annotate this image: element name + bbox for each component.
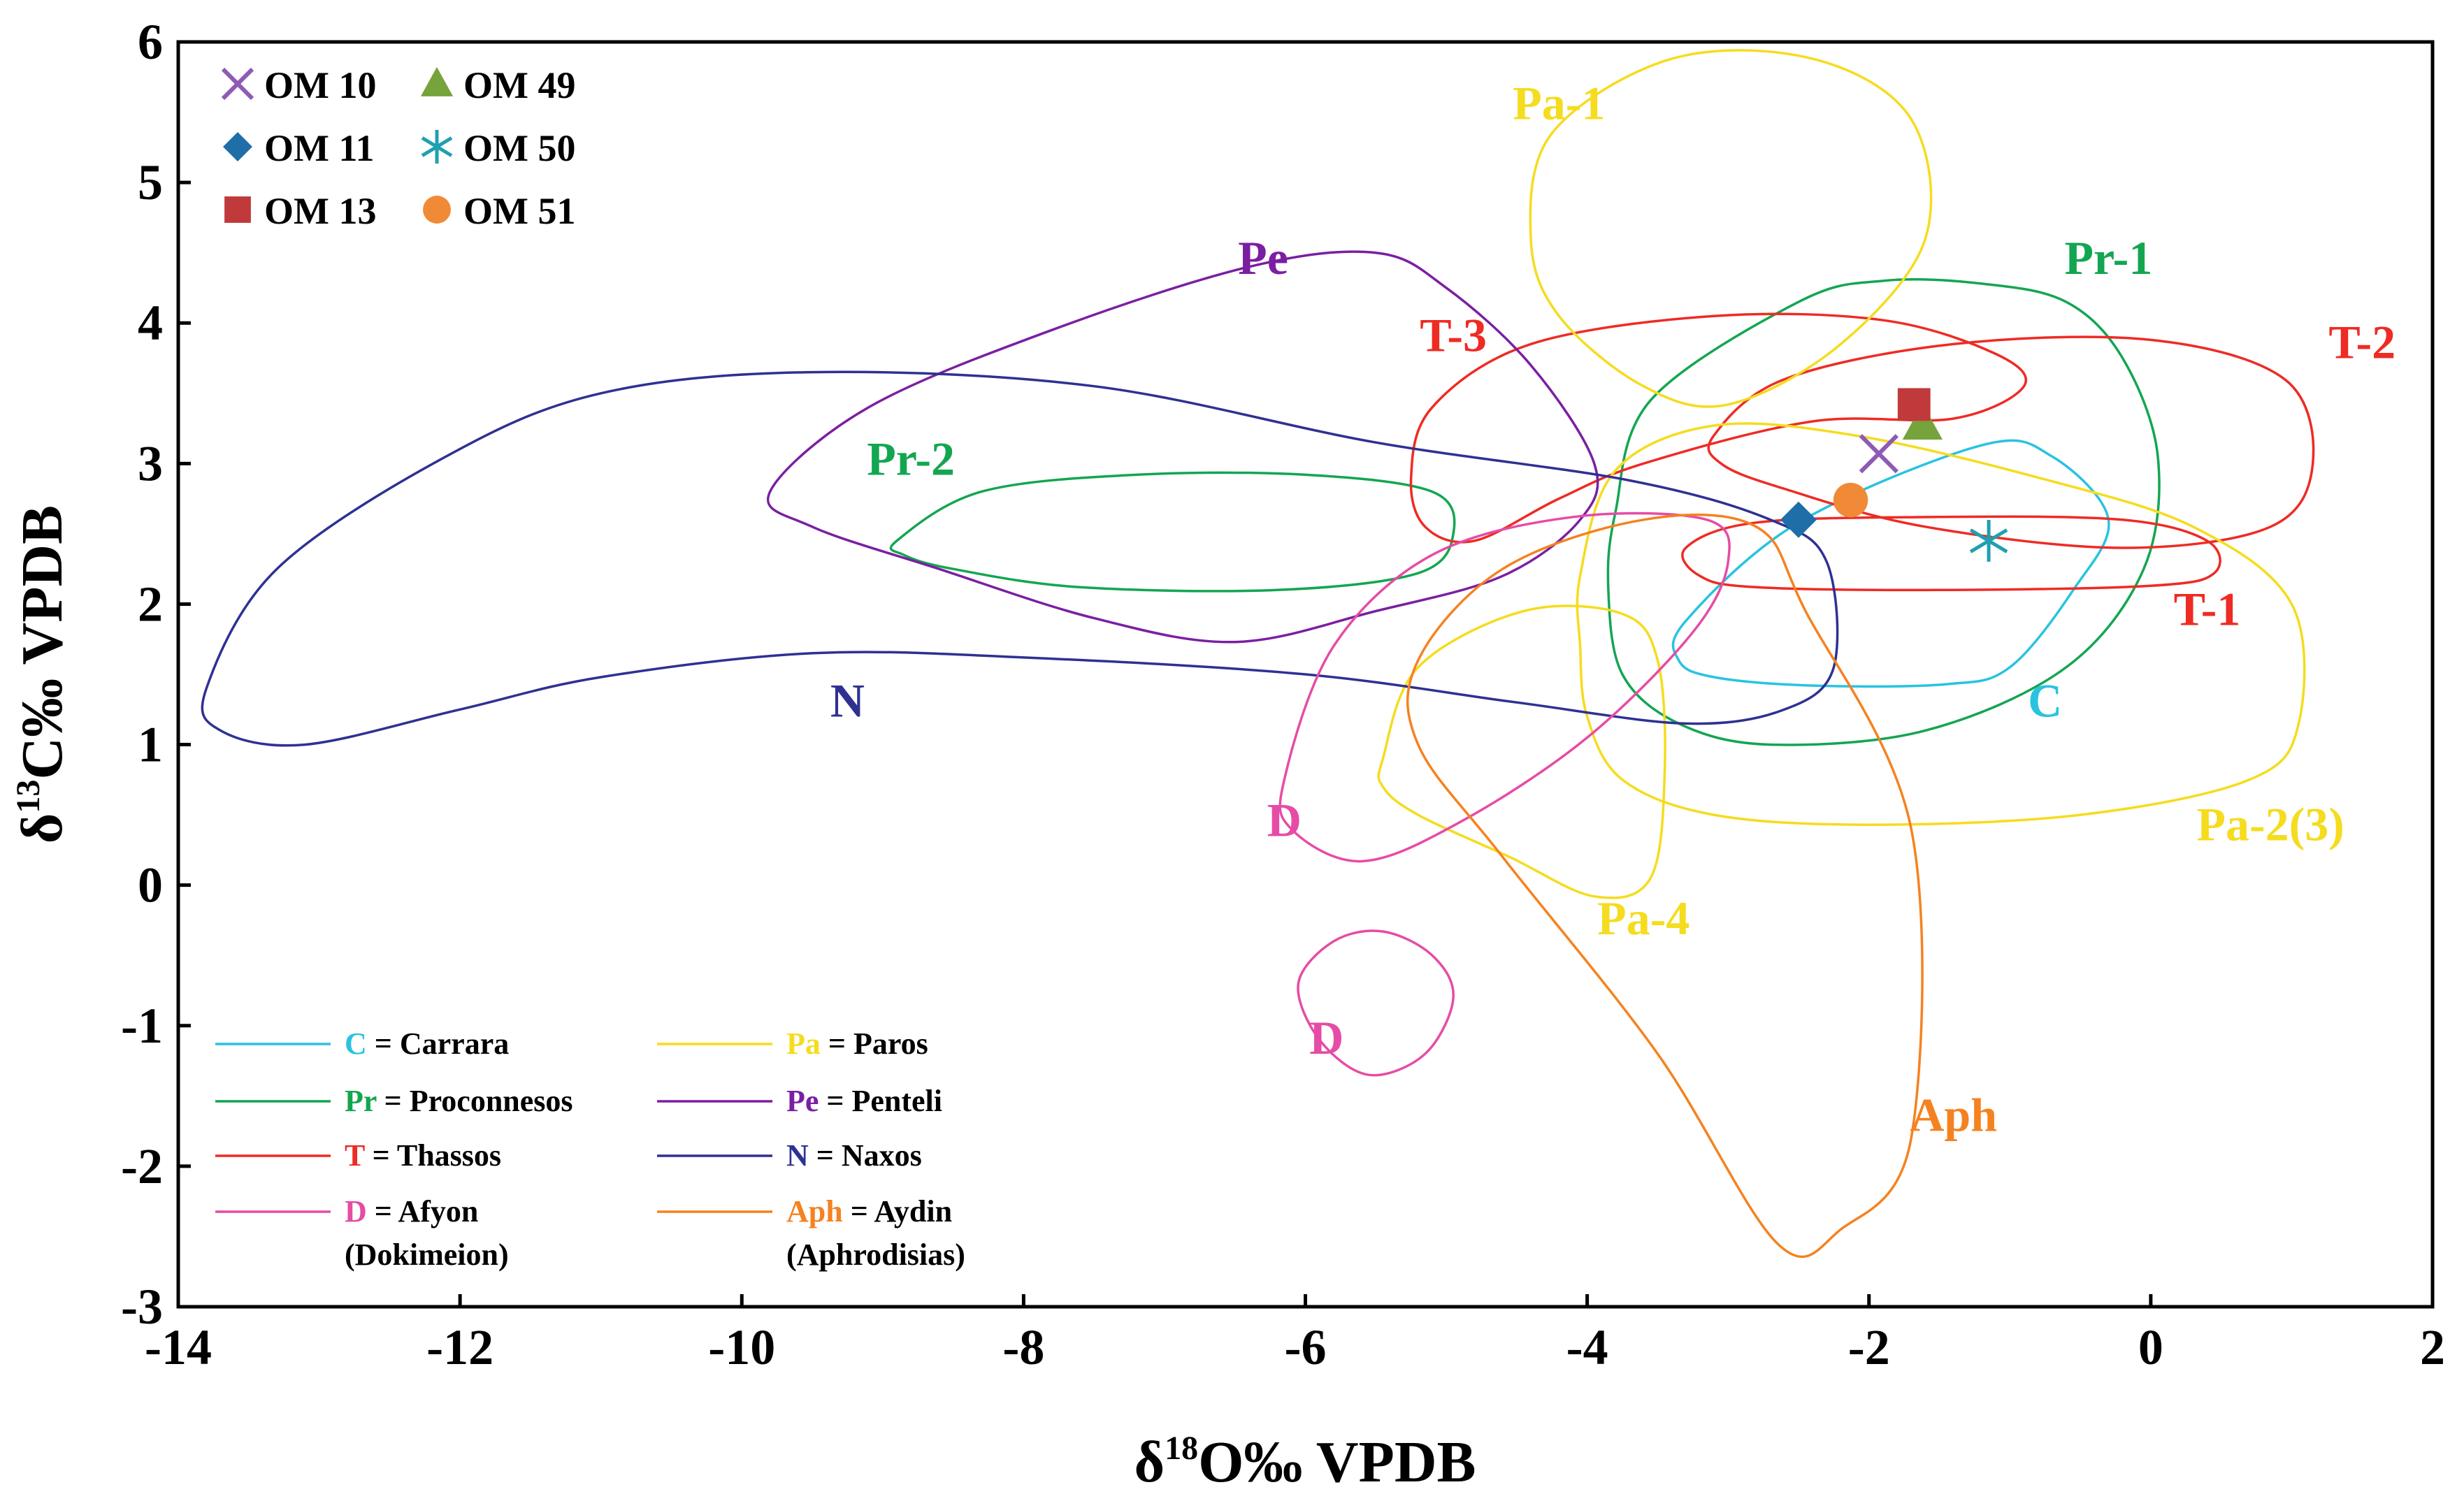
field-t-1-outline [1681, 515, 2221, 592]
field-pa-1-outline [1529, 49, 1933, 408]
field-label: Pa-1 [1513, 77, 1605, 130]
sample-point-om-49 [1902, 403, 1943, 440]
key-entry-pr: Pr = Proconnesos [345, 1084, 573, 1118]
field-n-outline [201, 370, 1839, 747]
field-label: Pa-2(3) [2196, 797, 2344, 850]
x-tick-label: -12 [426, 1319, 493, 1375]
field-label: Aph [1910, 1089, 1997, 1142]
x-tick-label: -8 [1002, 1319, 1044, 1375]
legend-marker-om-51 [423, 196, 451, 224]
field-t-3-outline [1409, 312, 2028, 544]
field-label: Pe [1238, 231, 1288, 284]
sample-point-om-51 [1833, 482, 1868, 518]
x-tick-label: -14 [145, 1319, 212, 1375]
field-label: Pr-1 [2064, 231, 2152, 284]
y-tick-label: -3 [121, 1279, 163, 1335]
sample-point-om-13 [1897, 388, 1931, 421]
x-tick-label: -4 [1566, 1319, 1608, 1375]
field-d-upper-outline [1278, 512, 1731, 863]
key-entry-c: C = Carrara [345, 1027, 509, 1061]
field-pr-1-outline [1606, 278, 2161, 746]
field-pr-2-outline [889, 471, 1456, 593]
field-label: Pr-2 [867, 432, 955, 485]
key-entry-t: T = Thassos [345, 1138, 501, 1173]
legend-marker-om-49 [420, 66, 454, 96]
legend-marker-om-13 [224, 196, 251, 223]
field-pa-4-outline [1377, 604, 1666, 899]
x-tick-label: -6 [1285, 1319, 1327, 1375]
legend-marker-om-11 [223, 132, 252, 161]
field-pa-2(3)-outline [1576, 422, 2306, 826]
key-entry-n: N = Naxos [786, 1138, 922, 1173]
key-entry-sublabel: (Aphrodisias) [786, 1238, 965, 1272]
y-axis-title: δ13C‰ VPDB [10, 505, 75, 843]
y-tick-label: 6 [138, 14, 163, 70]
legend-marker-om-50 [421, 129, 453, 164]
field-label: Pa-4 [1597, 892, 1690, 945]
field-label: T-3 [1420, 308, 1487, 361]
field-pe-outline [766, 250, 1599, 644]
y-tick-label: 4 [138, 295, 163, 351]
source-fields [201, 49, 2315, 1259]
field-c-outline [1671, 439, 2110, 688]
field-label: D [1267, 793, 1302, 846]
legend-marker-om-10 [221, 67, 254, 101]
legend-label: OM 13 [264, 190, 376, 232]
field-labels: Pa-1 Pe Pr-1 T-3 T-2 Pr-2 T-1 N C D Pa-2(3) Pa-4 D Ap… [830, 77, 2395, 1142]
x-tick-label: 2 [2420, 1319, 2445, 1375]
field-label: N [830, 674, 865, 727]
field-label: C [2028, 674, 2062, 727]
field-label: T-1 [2174, 583, 2241, 636]
legend-label: OM 10 [264, 64, 376, 106]
legend-label: OM 11 [264, 127, 375, 169]
sample-point-om-11 [1780, 501, 1817, 538]
legend-label: OM 49 [463, 64, 575, 106]
y-tick-label: -1 [121, 998, 163, 1054]
y-tick-label: 2 [138, 576, 163, 632]
key-entry-pa: Pa = Paros [786, 1027, 928, 1061]
y-tick-label: -2 [121, 1138, 163, 1194]
key-entry-d: D = Afyon [345, 1194, 478, 1228]
key-entry-pe: Pe = Penteli [786, 1084, 942, 1118]
legend-label: OM 51 [463, 190, 575, 232]
y-tick-label: 5 [138, 154, 163, 210]
sample-point-om-50 [1969, 520, 2008, 562]
source-key-legend: C = Carrara Pa = Paros Pr = Proconnesos Pe … [215, 1027, 965, 1272]
key-entry-aph: Aph = Aydin [786, 1194, 952, 1228]
sample-points [1780, 388, 2008, 562]
y-tick-label: 0 [138, 857, 163, 913]
y-tick-label: 3 [138, 435, 163, 491]
sample-point-om-10 [1859, 434, 1899, 474]
field-d-lower-outline [1297, 929, 1455, 1077]
x-tick-label: -10 [708, 1319, 775, 1375]
legend-label: OM 50 [463, 127, 575, 169]
key-entry-sublabel: (Dokimeion) [345, 1238, 509, 1272]
sample-legend: OM 10 OM 49 OM 11 OM 50 OM 13 OM 51 [221, 64, 575, 232]
field-aph-outline [1406, 513, 1924, 1259]
x-tick-label: -2 [1848, 1319, 1890, 1375]
field-label: T-2 [2328, 316, 2395, 369]
field-t-2-outline [1707, 335, 2315, 549]
y-tick-label: 1 [138, 717, 163, 773]
field-label: D [1309, 1011, 1343, 1064]
x-axis-title: δ18O‰ VPDB [1134, 1430, 1476, 1495]
x-tick-label: 0 [2138, 1319, 2163, 1375]
